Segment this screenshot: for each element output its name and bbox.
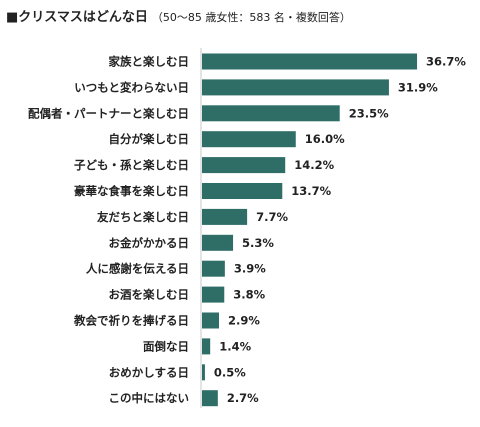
value-label: 36.7% <box>426 55 466 69</box>
bar <box>202 131 296 148</box>
value-label: 2.9% <box>228 314 260 328</box>
value-label: 14.2% <box>294 158 334 172</box>
bar <box>202 157 286 174</box>
category-label: お酒を楽しむ日 <box>109 288 190 302</box>
category-label: 友だちと楽しむ日 <box>97 210 189 224</box>
value-label: 3.9% <box>234 262 266 276</box>
category-label: 子ども・孫と楽しむ日 <box>74 158 189 172</box>
value-label: 23.5% <box>349 106 389 120</box>
value-label: 31.9% <box>398 80 438 94</box>
category-label: お金がかかる日 <box>109 236 190 250</box>
chart-title: ■クリスマスはどんな日 （50〜85 歳女性：583 名・複数回答） <box>6 6 351 25</box>
value-label: 1.4% <box>219 339 251 353</box>
bar <box>202 390 218 407</box>
category-label: 教会で祈りを捧げる日 <box>73 314 189 328</box>
category-label: 面倒な日 <box>143 339 189 353</box>
bar <box>202 286 225 303</box>
bar <box>202 312 219 329</box>
value-label: 3.8% <box>233 288 265 302</box>
value-label: 0.5% <box>214 365 246 379</box>
bar <box>202 183 283 199</box>
value-label: 16.0% <box>305 132 345 146</box>
bar <box>202 208 248 225</box>
value-label: 7.7% <box>256 210 288 224</box>
category-label: 自分が楽しむ日 <box>109 132 190 146</box>
value-label: 13.7% <box>291 184 331 198</box>
chart-title-text: ■クリスマスはどんな日 <box>6 10 148 25</box>
category-label: 家族と楽しむ日 <box>109 55 190 69</box>
value-label: 5.3% <box>242 236 274 250</box>
value-label: 2.7% <box>227 391 259 405</box>
category-label: おめかしする日 <box>109 365 189 379</box>
category-label: 人に感謝を伝える日 <box>86 262 189 276</box>
bar <box>202 79 389 96</box>
category-label: 豪華な食事を楽しむ日 <box>74 184 189 198</box>
bar <box>202 105 340 122</box>
category-label: いつもと変わらない日 <box>74 80 189 94</box>
bar <box>202 53 418 70</box>
bar <box>202 234 234 251</box>
bar <box>202 338 211 355</box>
chart-subtitle: （50〜85 歳女性：583 名・複数回答） <box>151 11 351 24</box>
category-label: この中にはない <box>109 391 190 405</box>
bar <box>202 260 225 277</box>
bar <box>202 364 205 381</box>
category-label: 配偶者・パートナーと楽しむ日 <box>28 106 189 120</box>
